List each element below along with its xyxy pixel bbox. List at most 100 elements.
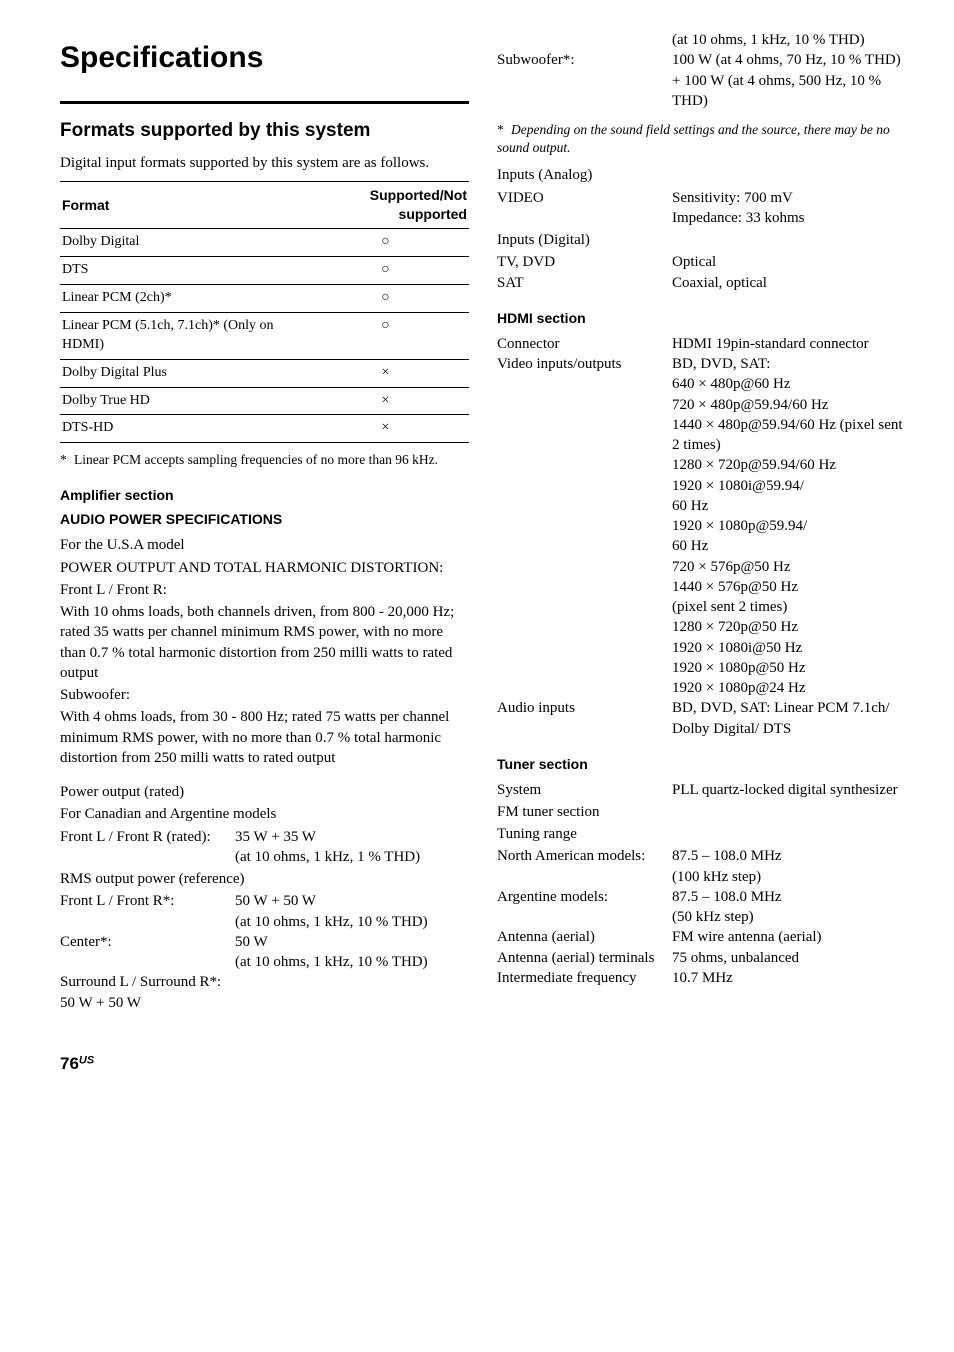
value: 60 Hz: [672, 536, 906, 556]
value: (50 kHz step): [672, 907, 906, 927]
spec-row: VIDEO Sensitivity: 700 mV Impedance: 33 …: [497, 188, 906, 229]
spec-row: Antenna (aerial) FM wire antenna (aerial…: [497, 927, 906, 947]
label: Center*:: [60, 932, 235, 973]
spec-row: Subwoofer*: 100 W (at 4 ohms, 70 Hz, 10 …: [497, 50, 906, 111]
tuner-heading: Tuner section: [497, 755, 906, 774]
label: SAT: [497, 273, 672, 293]
value: 1440 × 576p@50 Hz: [672, 577, 906, 597]
table-row: Dolby Digital○: [60, 229, 469, 257]
value: 1920 × 1080p@59.94/: [672, 516, 906, 536]
value: 1280 × 720p@59.94/60 Hz: [672, 455, 906, 475]
table-row: DTS○: [60, 257, 469, 285]
cell: ○: [302, 284, 469, 312]
cell: Dolby Digital: [60, 229, 302, 257]
label: Video inputs/outputs: [497, 354, 672, 698]
page-title: Specifications: [60, 38, 469, 79]
cell: Linear PCM (5.1ch, 7.1ch)* (Only on HDMI…: [60, 312, 302, 359]
value: (pixel sent 2 times): [672, 597, 906, 617]
value: 720 × 480p@59.94/60 Hz: [672, 395, 906, 415]
page-footer: 76US: [60, 1053, 906, 1076]
value: PLL quartz-locked digital synthesizer: [672, 780, 906, 800]
amp-head2: AUDIO POWER SPECIFICATIONS: [60, 510, 469, 529]
range-label: Tuning range: [497, 824, 906, 844]
value: BD, DVD, SAT:: [672, 354, 906, 374]
table-row: DTS-HD×: [60, 415, 469, 443]
value: (at 10 ohms, 1 kHz, 10 % THD): [235, 912, 469, 932]
value: 1920 × 1080p@50 Hz: [672, 658, 906, 678]
format-footnote: *Linear PCM accepts sampling frequencies…: [60, 451, 469, 469]
label: Argentine models:: [497, 887, 672, 928]
col-support: Supported/Not supported: [302, 182, 469, 229]
spec-row: Argentine models: 87.5 – 108.0 MHz (50 k…: [497, 887, 906, 928]
cell: DTS: [60, 257, 302, 285]
value: Coaxial, optical: [672, 273, 906, 293]
amp-footnote: *Depending on the sound field settings a…: [497, 121, 906, 157]
value: (at 10 ohms, 1 kHz, 10 % THD): [672, 30, 906, 50]
label: System: [497, 780, 672, 800]
label: TV, DVD: [497, 252, 672, 272]
value: Impedance: 33 kohms: [672, 208, 906, 228]
value: (at 10 ohms, 1 kHz, 10 % THD): [235, 952, 469, 972]
cell: Dolby True HD: [60, 387, 302, 415]
label: Antenna (aerial) terminals: [497, 948, 672, 968]
spec-row: Front L / Front R (rated): 35 W + 35 W (…: [60, 827, 469, 868]
value: 720 × 576p@50 Hz: [672, 557, 906, 577]
value: 35 W + 35 W: [235, 827, 469, 847]
asterisk: *: [497, 121, 511, 139]
spec-row: System PLL quartz-locked digital synthes…: [497, 780, 906, 800]
spec-row: Front L / Front R*: 50 W + 50 W (at 10 o…: [60, 891, 469, 932]
rms-title: RMS output power (reference): [60, 869, 469, 889]
table-row: Linear PCM (5.1ch, 7.1ch)* (Only on HDMI…: [60, 312, 469, 359]
label: Subwoofer*:: [497, 50, 672, 111]
cell: ×: [302, 359, 469, 387]
spec-row: Antenna (aerial) terminals 75 ohms, unba…: [497, 948, 906, 968]
table-row: Dolby True HD×: [60, 387, 469, 415]
usa-title: POWER OUTPUT AND TOTAL HARMONIC DISTORTI…: [60, 558, 469, 578]
spec-row: Surround L / Surround R*: 50 W + 50 W: [60, 972, 469, 1013]
value: Sensitivity: 700 mV: [672, 188, 906, 208]
value: 1920 × 1080i@50 Hz: [672, 638, 906, 658]
spec-row: TV, DVD Optical: [497, 252, 906, 272]
value: 87.5 – 108.0 MHz: [672, 887, 906, 907]
spec-row: North American models: 87.5 – 108.0 MHz …: [497, 846, 906, 887]
footnote-text: Depending on the sound field settings an…: [497, 122, 890, 155]
hdmi-heading: HDMI section: [497, 309, 906, 328]
value: 640 × 480p@60 Hz: [672, 374, 906, 394]
value: 87.5 – 108.0 MHz: [672, 846, 906, 866]
label: Intermediate frequency: [497, 968, 672, 988]
amp-head1: Amplifier section: [60, 486, 469, 505]
cell: ○: [302, 257, 469, 285]
value: 60 Hz: [672, 496, 906, 516]
usa-front-text: With 10 ohms loads, both channels driven…: [60, 602, 469, 683]
rated-title: Power output (rated): [60, 782, 469, 802]
spec-row: Video inputs/outputs BD, DVD, SAT: 640 ×…: [497, 354, 906, 698]
col-format: Format: [60, 182, 302, 229]
spec-row: Connector HDMI 19pin-standard connector: [497, 334, 906, 354]
spec-row: Intermediate frequency 10.7 MHz: [497, 968, 906, 988]
cell: ×: [302, 415, 469, 443]
spec-row: (at 10 ohms, 1 kHz, 10 % THD): [497, 30, 906, 50]
value: 1920 × 1080i@59.94/: [672, 476, 906, 496]
usa-front-label: Front L / Front R:: [60, 580, 469, 600]
spec-row: Audio inputs BD, DVD, SAT: Linear PCM 7.…: [497, 698, 906, 739]
cell: ○: [302, 229, 469, 257]
inputs-analog-head: Inputs (Analog): [497, 165, 906, 185]
label: [497, 30, 672, 50]
value: 75 ohms, unbalanced: [672, 948, 906, 968]
label: Antenna (aerial): [497, 927, 672, 947]
cell: ○: [302, 312, 469, 359]
value: 1280 × 720p@50 Hz: [672, 617, 906, 637]
fm-head: FM tuner section: [497, 802, 906, 822]
value: BD, DVD, SAT: Linear PCM 7.1ch/: [672, 698, 906, 718]
page-number: 76: [60, 1054, 79, 1073]
footnote-text: Linear PCM accepts sampling frequencies …: [74, 452, 438, 467]
cell: Linear PCM (2ch)*: [60, 284, 302, 312]
table-row: Dolby Digital Plus×: [60, 359, 469, 387]
spec-row: Center*: 50 W (at 10 ohms, 1 kHz, 10 % T…: [60, 932, 469, 973]
value: 1920 × 1080p@24 Hz: [672, 678, 906, 698]
usa-intro: For the U.S.A model: [60, 535, 469, 555]
cell: DTS-HD: [60, 415, 302, 443]
label: North American models:: [497, 846, 672, 887]
formats-heading: Formats supported by this system: [60, 118, 469, 144]
value: HDMI 19pin-standard connector: [672, 334, 906, 354]
